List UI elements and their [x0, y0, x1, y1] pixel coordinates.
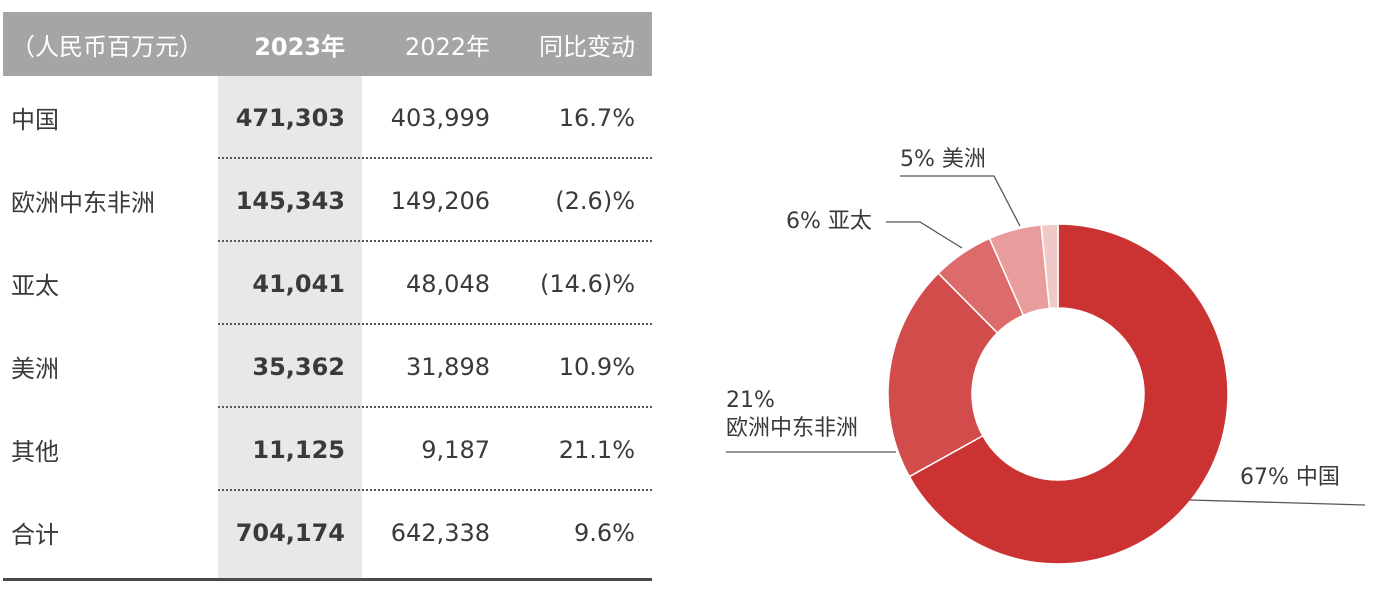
- row-divider: [218, 157, 652, 159]
- row-2022-value: 31,898: [406, 352, 490, 381]
- label-americas-name: 美洲: [941, 147, 986, 172]
- row-2022-value: 9,187: [421, 435, 490, 464]
- row-divider: [218, 240, 652, 242]
- table-row: 其他 11,125 9,187 21.1%: [3, 408, 652, 491]
- donut-svg: [726, 175, 1366, 565]
- row-2023-value: 145,343: [235, 186, 345, 215]
- table-row-total: 合计 704,174 642,338 9.6%: [3, 491, 652, 574]
- slice-other: [1040, 223, 1059, 310]
- row-yoy-change: (14.6)%: [540, 269, 635, 298]
- region-share-donut-chart: 5% 美洲 6% 亚太 21% 欧洲中东非洲 67% 中国: [700, 90, 1377, 598]
- row-yoy-change: 16.7%: [558, 103, 635, 132]
- row-region: 中国: [11, 106, 59, 134]
- row-2022-value: 149,206: [390, 186, 490, 215]
- label-apac-pct: 6%: [786, 209, 821, 234]
- row-divider: [218, 406, 652, 408]
- row-2023-value: 41,041: [252, 269, 345, 298]
- label-emea-pct: 21%: [726, 388, 775, 413]
- table-row: 美洲 35,362 31,898 10.9%: [3, 325, 652, 408]
- label-emea: 21% 欧洲中东非洲: [726, 387, 858, 443]
- leader-line-apac: [886, 221, 963, 249]
- slice-china: [908, 223, 1229, 565]
- row-region: 合计: [11, 521, 59, 549]
- row-yoy-change: 9.6%: [574, 518, 635, 547]
- revenue-by-region-table: （人民币百万元） 2023年 2022年 同比变动 中国 471,303 403…: [3, 12, 652, 581]
- label-china-name: 中国: [1295, 465, 1340, 490]
- header-unit: （人民币百万元）: [11, 32, 203, 61]
- label-emea-name: 欧洲中东非洲: [726, 416, 859, 441]
- row-yoy-change: 10.9%: [558, 352, 635, 381]
- label-apac: 6% 亚太: [786, 208, 872, 236]
- leader-line-china: [1189, 499, 1366, 506]
- table-header: （人民币百万元） 2023年 2022年 同比变动: [3, 12, 652, 76]
- table-row: 中国 471,303 403,999 16.7%: [3, 76, 652, 159]
- row-2022-value: 403,999: [390, 103, 490, 132]
- row-2023-value: 704,174: [235, 518, 345, 547]
- slice-emea: [887, 272, 999, 478]
- row-divider: [218, 323, 652, 325]
- row-2023-value: 35,362: [252, 352, 345, 381]
- row-region: 亚太: [11, 272, 59, 300]
- label-americas-pct: 5%: [900, 147, 935, 172]
- header-2023: 2023年: [254, 32, 345, 61]
- highlight-column-2023: [218, 76, 362, 581]
- row-2022-value: 642,338: [390, 518, 490, 547]
- row-region: 欧洲中东非洲: [11, 189, 155, 217]
- label-americas: 5% 美洲: [900, 146, 986, 174]
- header-2022: 2022年: [404, 32, 490, 61]
- row-2022-value: 48,048: [406, 269, 490, 298]
- row-region: 其他: [11, 438, 59, 466]
- row-yoy-change: (2.6)%: [555, 186, 635, 215]
- label-china-pct: 67%: [1240, 465, 1289, 490]
- row-region: 美洲: [11, 355, 59, 383]
- row-2023-value: 11,125: [252, 435, 345, 464]
- table-row: 亚太 41,041 48,048 (14.6)%: [3, 242, 652, 325]
- row-yoy-change: 21.1%: [558, 435, 635, 464]
- header-yoy-change: 同比变动: [539, 32, 635, 61]
- label-china: 67% 中国: [1240, 464, 1340, 492]
- table-bottom-rule: [3, 578, 652, 581]
- label-apac-name: 亚太: [827, 209, 872, 234]
- leader-line-americas: [900, 175, 1021, 227]
- row-divider: [218, 489, 652, 491]
- row-2023-value: 471,303: [235, 103, 345, 132]
- table-row: 欧洲中东非洲 145,343 149,206 (2.6)%: [3, 159, 652, 242]
